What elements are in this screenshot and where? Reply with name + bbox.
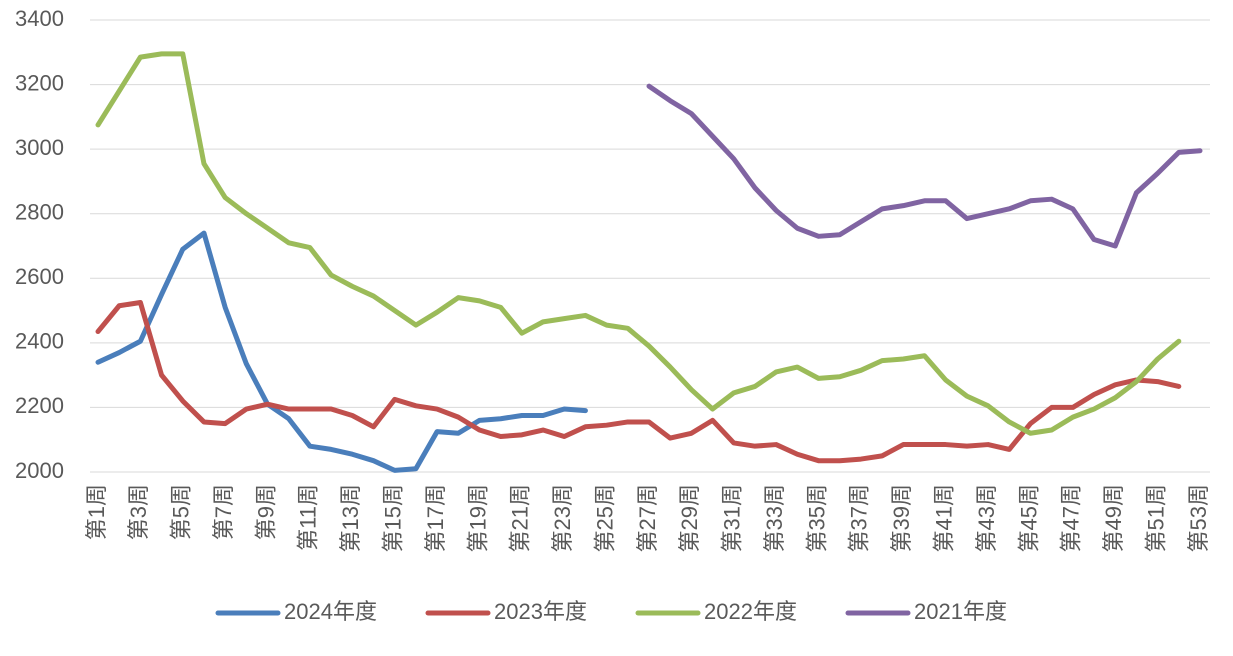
x-tick-label: 第43周 (974, 484, 999, 552)
x-tick-label: 第31周 (720, 484, 745, 552)
y-tick-label: 3000 (15, 135, 64, 160)
x-tick-label: 第23周 (550, 484, 575, 552)
x-tick-label: 第1周 (84, 484, 109, 540)
x-tick-label: 第39周 (889, 484, 914, 552)
x-tick-label: 第51周 (1143, 484, 1168, 552)
x-tick-label: 第25周 (592, 484, 617, 552)
x-tick-label: 第41周 (932, 484, 957, 552)
series-line (646, 83, 1203, 249)
x-tick-label: 第49周 (1101, 484, 1126, 552)
y-tick-label: 2000 (15, 458, 64, 483)
y-tick-label: 2800 (15, 200, 64, 225)
x-tick-label: 第9周 (253, 484, 278, 540)
legend-label: 2023年度 (494, 599, 587, 624)
x-tick-label: 第21周 (508, 484, 533, 552)
x-tick-label: 第53周 (1186, 484, 1211, 552)
x-tick-label: 第5周 (169, 484, 194, 540)
series-line (95, 51, 1182, 436)
x-tick-label: 第7周 (211, 484, 236, 540)
y-tick-label: 2400 (15, 329, 64, 354)
legend-label: 2024年度 (284, 599, 377, 624)
x-tick-label: 第15周 (381, 484, 406, 552)
x-tick-label: 第17周 (423, 484, 448, 552)
x-tick-label: 第27周 (635, 484, 660, 552)
x-tick-label: 第37周 (847, 484, 872, 552)
series-line (95, 300, 1182, 464)
y-tick-label: 2600 (15, 264, 64, 289)
x-tick-label: 第33周 (762, 484, 787, 552)
y-tick-label: 3200 (15, 70, 64, 95)
x-tick-label: 第47周 (1059, 484, 1084, 552)
y-tick-label: 2200 (15, 393, 64, 418)
x-tick-label: 第19周 (465, 484, 490, 552)
x-tick-label: 第45周 (1016, 484, 1041, 552)
x-tick-label: 第3周 (126, 484, 151, 540)
x-tick-label: 第29周 (677, 484, 702, 552)
series-line (95, 230, 588, 473)
x-tick-label: 第13周 (338, 484, 363, 552)
y-tick-label: 3400 (15, 6, 64, 31)
legend-label: 2022年度 (704, 599, 797, 624)
x-tick-label: 第35周 (804, 484, 829, 552)
legend-label: 2021年度 (914, 599, 1007, 624)
x-tick-label: 第11周 (296, 484, 321, 551)
